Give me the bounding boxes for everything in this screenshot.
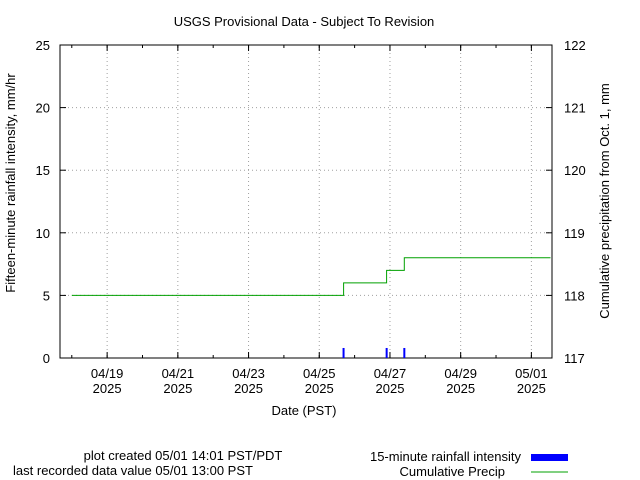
y-tick-label-left: 25 (36, 38, 50, 53)
y-tick-label-left: 15 (36, 163, 50, 178)
x-tick-label-date: 04/21 (162, 366, 195, 381)
y-axis-label-right: Cumulative precipitation from Oct. 1, mm (597, 83, 612, 319)
rainfall-intensity-bar (342, 347, 345, 358)
x-tick-label-year: 2025 (305, 381, 334, 396)
y-tick-label-right: 120 (564, 163, 586, 178)
legend-label-cumulative-precip: Cumulative Precip (400, 464, 506, 479)
x-tick-label-date: 04/25 (303, 366, 336, 381)
y-tick-label-left: 20 (36, 101, 50, 116)
y-axis-label-left: Fifteen-minute rainfall intensity, mm/hr (3, 73, 18, 293)
y-tick-label-left: 10 (36, 226, 50, 241)
x-tick-label-date: 05/01 (515, 366, 548, 381)
cumulative-precip-line (71, 257, 551, 296)
y-tick-label-right: 121 (564, 101, 586, 116)
x-axis-label: Date (PST) (271, 403, 336, 418)
x-tick-label-year: 2025 (517, 381, 546, 396)
x-tick-label-date: 04/23 (232, 366, 265, 381)
x-tick-label-year: 2025 (163, 381, 192, 396)
x-tick-label-date: 04/27 (374, 366, 407, 381)
legend-swatch-rainfall-intensity (531, 454, 568, 461)
series-layer (71, 257, 551, 358)
x-tick-label-year: 2025 (93, 381, 122, 396)
legend-label-rainfall-intensity: 15-minute rainfall intensity (370, 449, 522, 464)
grid-lines (60, 45, 552, 358)
y-tick-label-left: 5 (43, 288, 50, 303)
y-tick-label-right: 118 (564, 288, 585, 303)
rainfall-intensity-bar (403, 347, 406, 358)
plot-created-text: plot created 05/01 14:01 PST/PDT (84, 448, 283, 463)
plot-frame (59, 44, 553, 359)
y-tick-label-right: 119 (564, 226, 585, 241)
rainfall-intensity-bar (385, 347, 388, 358)
y-tick-label-left: 0 (43, 351, 50, 366)
last-recorded-text: last recorded data value 05/01 13:00 PST (13, 463, 253, 478)
x-tick-label-year: 2025 (234, 381, 263, 396)
x-tick-label-year: 2025 (376, 381, 405, 396)
axes: 051015202511711811912012112204/19202504/… (36, 38, 586, 396)
x-tick-label-date: 04/19 (91, 366, 124, 381)
y-tick-label-right: 122 (564, 38, 586, 53)
y-tick-label-right: 117 (564, 351, 585, 366)
x-tick-label-date: 04/29 (444, 366, 477, 381)
chart-title: USGS Provisional Data - Subject To Revis… (174, 14, 435, 29)
labels: USGS Provisional Data - Subject To Revis… (3, 14, 612, 478)
x-tick-label-year: 2025 (446, 381, 475, 396)
